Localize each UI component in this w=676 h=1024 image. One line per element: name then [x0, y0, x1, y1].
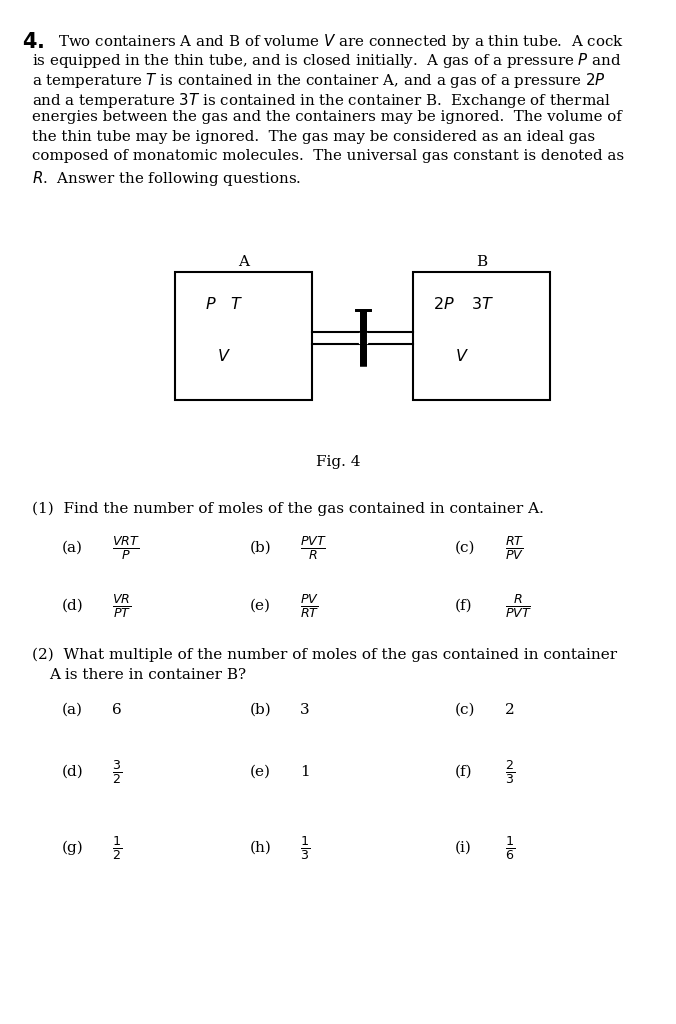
Text: (d): (d) [62, 765, 84, 779]
Text: 1: 1 [300, 765, 310, 779]
Text: $\frac{PVT}{R}$: $\frac{PVT}{R}$ [300, 535, 327, 562]
Text: energies between the gas and the containers may be ignored.  The volume of: energies between the gas and the contain… [32, 110, 622, 124]
Text: (d): (d) [62, 599, 84, 613]
Text: (a): (a) [62, 541, 83, 555]
Text: $\frac{1}{6}$: $\frac{1}{6}$ [505, 835, 515, 862]
Text: (b): (b) [250, 703, 272, 717]
Text: A: A [238, 255, 249, 269]
Bar [413, 272, 550, 400]
Text: 3: 3 [300, 703, 310, 717]
Text: a temperature $T$ is contained in the container A, and a gas of a pressure $2P$: a temperature $T$ is contained in the co… [32, 71, 606, 90]
Text: (e): (e) [250, 599, 271, 613]
Text: (g): (g) [62, 841, 84, 855]
Text: $\mathbf{4.}$: $\mathbf{4.}$ [22, 32, 44, 52]
Text: (2)  What multiple of the number of moles of the gas contained in container: (2) What multiple of the number of moles… [32, 648, 617, 663]
Text: $\frac{PV}{RT}$: $\frac{PV}{RT}$ [300, 592, 319, 620]
Text: (h): (h) [250, 841, 272, 855]
Text: and a temperature $3T$ is contained in the container B.  Exchange of thermal: and a temperature $3T$ is contained in t… [32, 90, 610, 110]
Text: (c): (c) [455, 703, 475, 717]
Text: (f): (f) [455, 599, 473, 613]
Text: $\frac{1}{2}$: $\frac{1}{2}$ [112, 835, 122, 862]
Text: $2P$: $2P$ [433, 296, 455, 313]
Text: $3T$: $3T$ [471, 296, 494, 313]
Text: $\frac{1}{3}$: $\frac{1}{3}$ [300, 835, 310, 862]
Text: $\frac{RT}{PV}$: $\frac{RT}{PV}$ [505, 535, 525, 562]
Text: (b): (b) [250, 541, 272, 555]
Bar [175, 272, 312, 400]
Text: $P$: $P$ [205, 296, 216, 313]
Text: (a): (a) [62, 703, 83, 717]
Text: the thin tube may be ignored.  The gas may be considered as an ideal gas: the thin tube may be ignored. The gas ma… [32, 129, 595, 143]
Text: $V$: $V$ [455, 348, 469, 365]
Text: A is there in container B?: A is there in container B? [49, 668, 246, 682]
Text: composed of monatomic molecules.  The universal gas constant is denoted as: composed of monatomic molecules. The uni… [32, 150, 624, 163]
Text: (i): (i) [455, 841, 472, 855]
Text: Two containers A and B of volume $V$ are connected by a thin tube.  A cock: Two containers A and B of volume $V$ are… [58, 32, 624, 51]
Text: $\frac{2}{3}$: $\frac{2}{3}$ [505, 758, 515, 786]
Text: 6: 6 [112, 703, 122, 717]
Text: $\frac{R}{PVT}$: $\frac{R}{PVT}$ [505, 592, 532, 620]
Text: 2: 2 [505, 703, 514, 717]
Text: (f): (f) [455, 765, 473, 779]
Text: $V$: $V$ [217, 348, 231, 365]
Text: $\frac{3}{2}$: $\frac{3}{2}$ [112, 758, 122, 786]
Text: is equipped in the thin tube, and is closed initially.  A gas of a pressure $P$ : is equipped in the thin tube, and is clo… [32, 51, 621, 71]
Text: (1)  Find the number of moles of the gas contained in container A.: (1) Find the number of moles of the gas … [32, 502, 544, 516]
Text: Fig. 4: Fig. 4 [316, 455, 360, 469]
Text: (e): (e) [250, 765, 271, 779]
Text: $\frac{VRT}{P}$: $\frac{VRT}{P}$ [112, 535, 140, 562]
Text: B: B [476, 255, 487, 269]
Text: (c): (c) [455, 541, 475, 555]
Text: $T$: $T$ [230, 296, 243, 313]
Text: $R$.  Answer the following questions.: $R$. Answer the following questions. [32, 169, 301, 187]
Text: $\frac{VR}{PT}$: $\frac{VR}{PT}$ [112, 592, 131, 620]
